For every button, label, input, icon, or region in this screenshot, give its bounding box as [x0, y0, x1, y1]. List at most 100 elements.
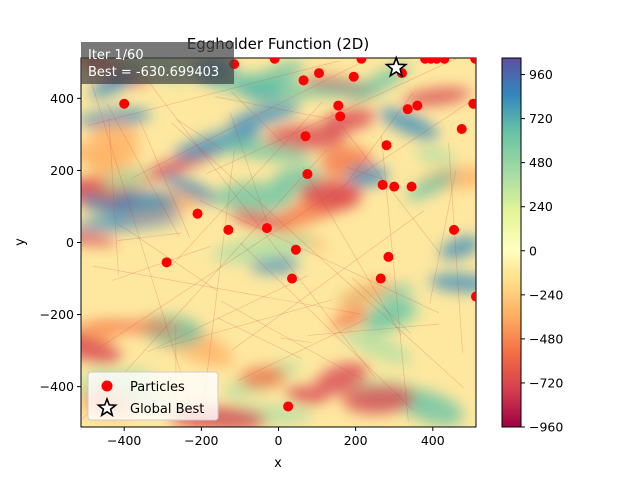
- particle-trail: [117, 232, 182, 241]
- y-tick-label: −400: [40, 379, 74, 394]
- particle-trail: [106, 103, 180, 237]
- particle-trail: [220, 300, 363, 381]
- y-axis-ticks: −400 −200 0 200 400: [40, 91, 81, 394]
- particle-trail: [302, 166, 402, 335]
- particle-trail: [88, 60, 340, 126]
- heatmap-blob: [239, 366, 287, 389]
- particle-point: [298, 75, 309, 86]
- particle-trail: [148, 275, 308, 352]
- legend-global-best-marker: [96, 396, 118, 418]
- heatmap-blob: [161, 173, 219, 204]
- particle-point: [119, 98, 130, 109]
- colorbar-tick-label: −960: [529, 420, 563, 435]
- colorbar-tick-label: 960: [529, 67, 553, 82]
- particles-layer: [119, 58, 476, 412]
- particle-point: [192, 208, 203, 219]
- particle-point: [333, 100, 344, 111]
- heatmap-blob: [230, 209, 288, 232]
- colorbar-tick-label: −240: [529, 287, 563, 302]
- heatmap-blob: [399, 389, 464, 426]
- particle-point: [287, 273, 298, 284]
- particle-point: [468, 98, 476, 109]
- particle-trail: [240, 242, 414, 411]
- particle-point: [383, 251, 394, 262]
- heatmap-blob: [299, 179, 361, 211]
- particle-point: [471, 291, 476, 302]
- y-tick-label: 200: [50, 163, 74, 178]
- particle-trail: [308, 323, 440, 336]
- particle-point: [348, 71, 359, 82]
- heatmap-blob: [342, 329, 413, 365]
- particle-trail: [86, 66, 198, 427]
- particle-point: [402, 104, 413, 115]
- particle-trail: [97, 100, 473, 349]
- particle-trail: [203, 150, 235, 399]
- colorbar-tick-label: 480: [529, 155, 553, 170]
- colorbar-tick-label: −480: [529, 331, 563, 346]
- particle-trail: [111, 246, 211, 281]
- heatmap-blob: [439, 236, 476, 260]
- y-tick-label: 0: [66, 235, 74, 250]
- particle-point: [356, 58, 367, 64]
- particle-trail: [448, 142, 463, 353]
- colorbar-tick-label: 240: [529, 199, 553, 214]
- colorbar-tick-label: 0: [529, 243, 537, 258]
- x-tick-label: 400: [421, 433, 445, 448]
- particle-point: [314, 68, 325, 79]
- particle-trail: [170, 101, 323, 267]
- legend-box: [87, 371, 219, 421]
- particle-point: [412, 100, 423, 111]
- particle-trail: [171, 122, 464, 388]
- colorbar: [501, 57, 522, 428]
- particle-trail: [205, 58, 457, 175]
- heatmap-blob: [217, 140, 312, 161]
- x-tick-label: 200: [344, 433, 368, 448]
- heatmap-blob: [81, 108, 152, 128]
- global-best-layer: [384, 55, 408, 78]
- heatmap-blob: [343, 384, 415, 414]
- heatmap-blob: [363, 297, 415, 331]
- heatmap-blob: [406, 170, 458, 201]
- particle-trail: [331, 92, 414, 205]
- particle-trail: [116, 222, 218, 291]
- particle-point: [261, 223, 272, 234]
- particle-trail: [157, 299, 333, 350]
- particle-trail: [215, 96, 353, 124]
- x-tick-label: −200: [184, 433, 218, 448]
- particle-point: [439, 58, 450, 64]
- heatmap-blob: [228, 102, 300, 129]
- legend-particles-label: Particles: [130, 380, 185, 395]
- heatmap-blob: [293, 82, 362, 97]
- particle-trail: [132, 63, 360, 179]
- y-tick-label: 400: [50, 91, 74, 106]
- heatmap-blob: [429, 273, 476, 293]
- particle-trail: [176, 119, 224, 151]
- particle-point: [290, 244, 301, 255]
- particle-trail: [230, 112, 267, 221]
- colorbar-tick-label: 720: [529, 111, 553, 126]
- particle-trail: [232, 210, 424, 351]
- particle-point: [456, 123, 467, 134]
- heatmap-blob: [81, 141, 141, 165]
- particle-point: [161, 257, 172, 268]
- heatmap-background: [81, 58, 476, 427]
- heatmap-blob: [331, 307, 370, 331]
- particle-trail: [139, 119, 191, 239]
- heatmap-blob: [321, 107, 375, 133]
- iteration-text: Iter 1/60: [88, 48, 144, 63]
- particle-point: [406, 181, 417, 192]
- particle-point: [375, 273, 386, 284]
- colorbar-ticks: −960 −720 −480 −240 0 240 480 720 960: [521, 67, 563, 435]
- particle-trail: [108, 117, 119, 276]
- particle-point: [300, 131, 311, 142]
- heatmap-blob: [81, 332, 122, 364]
- y-axis-label: y: [13, 238, 28, 246]
- particle-point: [389, 181, 400, 192]
- x-tick-label: 0: [275, 433, 283, 448]
- particle-point: [470, 58, 476, 64]
- particle-point: [302, 169, 313, 180]
- heatmap-blob: [379, 107, 439, 140]
- legend-global-best-label: Global Best: [130, 402, 204, 417]
- particle-trail: [199, 200, 439, 314]
- x-axis-ticks: −400 −200 0 200 400: [107, 427, 445, 448]
